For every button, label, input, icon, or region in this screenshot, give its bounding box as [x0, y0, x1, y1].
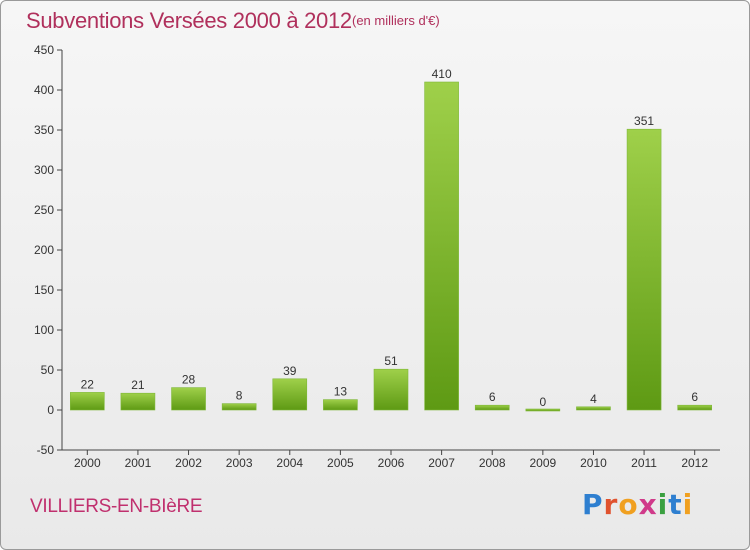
y-tick-label: 0: [47, 403, 54, 417]
y-tick-label: -50: [37, 443, 55, 457]
logo-letter: t: [668, 488, 683, 521]
bar: [323, 399, 358, 411]
x-tick-label: 2004: [276, 456, 303, 470]
bar: [576, 406, 611, 411]
bar: [272, 378, 308, 411]
x-tick-label: 2007: [428, 456, 455, 470]
y-tick-label: 100: [34, 323, 54, 337]
unit-note: (en milliers d'€): [352, 13, 440, 28]
logo-letter: x: [638, 488, 658, 521]
y-tick-label: 300: [34, 163, 54, 177]
y-tick-label: 150: [34, 283, 54, 297]
bar: [474, 404, 510, 411]
x-tick-label: 2012: [681, 456, 708, 470]
bar: [525, 408, 561, 412]
data-label: 0: [540, 395, 547, 409]
data-label: 6: [691, 390, 698, 404]
y-tick-label: 50: [41, 363, 55, 377]
commune-name: VILLIERS-EN-BIèRE: [30, 496, 203, 517]
data-label: 22: [81, 377, 95, 391]
data-label: 8: [236, 389, 243, 403]
logo-letter: i: [657, 488, 669, 521]
data-label: 4: [590, 392, 597, 406]
data-label: 13: [334, 385, 348, 399]
data-label: 410: [432, 67, 452, 81]
x-tick-label: 2000: [74, 456, 101, 470]
bar: [424, 81, 459, 411]
y-tick-label: 200: [34, 243, 54, 257]
y-tick-label: 400: [34, 83, 54, 97]
x-tick-label: 2003: [226, 456, 253, 470]
y-tick-label: 350: [34, 123, 54, 137]
chart-title: Subventions Versées 2000 à 2012: [26, 8, 352, 33]
proxiti-logo: Proxiti: [582, 488, 693, 521]
x-tick-label: 2001: [125, 456, 152, 470]
x-tick-label: 2005: [327, 456, 354, 470]
data-label: 21: [131, 378, 145, 392]
data-label: 28: [182, 373, 196, 387]
x-tick-label: 2006: [378, 456, 405, 470]
y-tick-label: 450: [34, 43, 54, 57]
logo-letter: i: [682, 488, 694, 521]
bar: [373, 368, 409, 411]
bar: [677, 404, 712, 411]
x-tick-label: 2002: [175, 456, 202, 470]
x-tick-label: 2011: [631, 456, 657, 470]
bar: [120, 392, 156, 411]
x-tick-label: 2010: [580, 456, 607, 470]
x-tick-label: 2008: [479, 456, 506, 470]
data-label: 6: [489, 390, 496, 404]
data-label: 51: [384, 354, 398, 368]
bar: [171, 387, 206, 411]
data-label: 39: [283, 364, 297, 378]
logo-letter: r: [603, 488, 619, 521]
bar: [626, 128, 662, 411]
bar: [70, 392, 105, 411]
bar: [221, 403, 257, 411]
x-tick-label: 2009: [529, 456, 556, 470]
logo-letter: o: [618, 488, 639, 521]
y-tick-label: 250: [34, 203, 54, 217]
logo-letter: P: [582, 488, 604, 521]
data-label: 351: [634, 114, 654, 128]
